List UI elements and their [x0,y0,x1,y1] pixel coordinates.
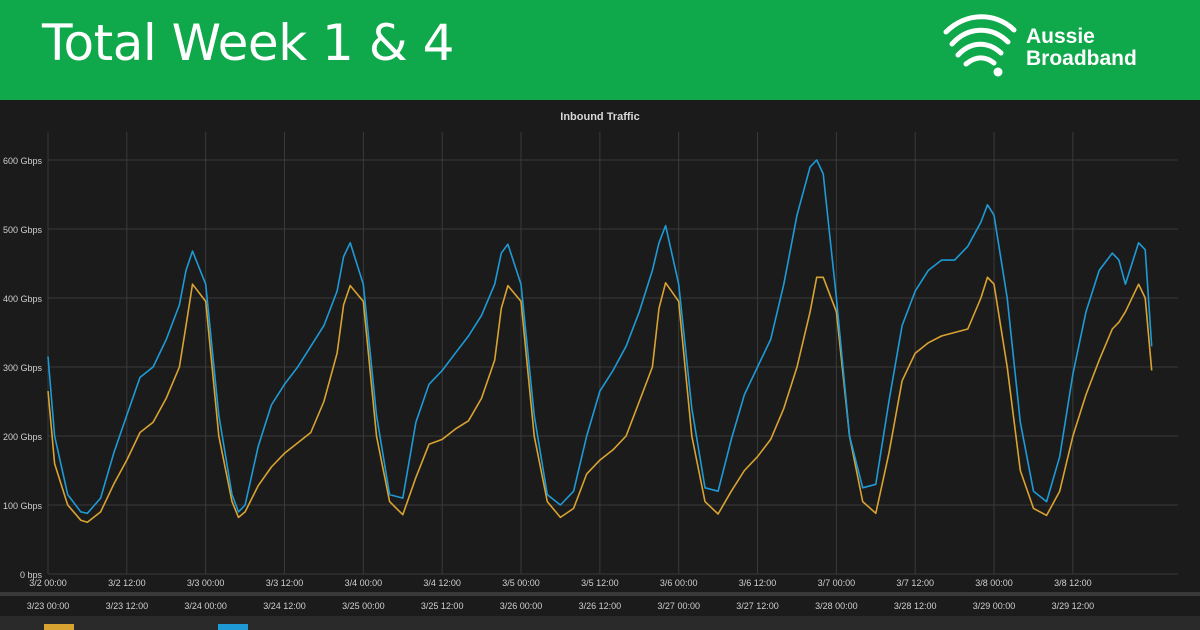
y-tick-label: 600 Gbps [3,156,43,166]
legend-swatch-week4 [218,624,248,630]
x-tick-label-secondary: 3/29 12:00 [1052,601,1095,611]
x-tick-label: 3/2 00:00 [29,578,67,588]
x-tick-label-secondary: 3/29 00:00 [973,601,1016,611]
x-tick-label: 3/4 00:00 [345,578,383,588]
x-tick-label-secondary: 3/23 00:00 [27,601,70,611]
y-tick-label: 100 Gbps [3,501,43,511]
x-tick-label: 3/7 12:00 [896,578,934,588]
x-tick-label-secondary: 3/25 00:00 [342,601,385,611]
y-tick-label: 300 Gbps [3,363,43,373]
wifi-signal-icon [943,14,1017,77]
x-tick-label: 3/7 00:00 [818,578,856,588]
legend-strip [0,616,1200,630]
series [47,159,1153,524]
x-tick-label: 3/6 00:00 [660,578,698,588]
x-tick-label: 3/5 12:00 [581,578,619,588]
chart-title: Inbound Traffic [560,111,639,123]
brand-logo: Aussie Broadband [938,10,1178,80]
x-tick-label-secondary: 3/28 12:00 [894,601,937,611]
x-tick-label-secondary: 3/24 00:00 [184,601,227,611]
x-tick-label: 3/4 12:00 [423,578,461,588]
x-tick-label: 3/8 00:00 [975,578,1013,588]
grid [47,132,1178,575]
banner: Total Week 1 & 4 Aussie Broadband [0,0,1200,100]
brand-name-line2: Broadband [1026,47,1137,70]
x-tick-label: 3/5 00:00 [502,578,540,588]
x-tick-label-secondary: 3/26 00:00 [500,601,543,611]
x-axis-ticks: 3/2 00:00 3/2 12:00 3/3 00:00 3/3 12:00 3/4 … [29,578,1091,588]
x-tick-label-secondary: 3/26 12:00 [579,601,622,611]
brand-name-line1: Aussie [1026,25,1095,48]
y-tick-label: 500 Gbps [3,225,43,235]
chart-panel: Inbound Traffic 0 bps 100 Gbps 200 Gbps 300… [0,100,1200,592]
x-axis-ticks-secondary: 3/23 00:00 3/23 12:00 3/24 00:00 3/24 12:00… [27,601,1095,611]
inbound-traffic-chart: Inbound Traffic 0 bps 100 Gbps 200 Gbps 300… [3,111,1178,588]
legend-swatch-week1 [44,624,74,630]
x-tick-label: 3/2 12:00 [108,578,146,588]
x-tick-label-secondary: 3/23 12:00 [106,601,149,611]
x-tick-label-secondary: 3/27 00:00 [657,601,700,611]
y-axis-ticks: 0 bps 100 Gbps 200 Gbps 300 Gbps 400 Gbps 500… [3,156,43,580]
x-tick-label-secondary: 3/25 12:00 [421,601,464,611]
x-tick-label-secondary: 3/27 12:00 [736,601,779,611]
y-tick-label: 0 bps [20,570,43,580]
axis-divider [0,592,1200,596]
x-tick-label: 3/3 12:00 [266,578,304,588]
y-tick-label: 200 Gbps [3,432,43,442]
x-tick-label-secondary: 3/28 00:00 [815,601,858,611]
x-tick-label: 3/8 12:00 [1054,578,1092,588]
y-tick-label: 400 Gbps [3,294,43,304]
x-tick-label: 3/6 12:00 [739,578,777,588]
series-line-1 [47,159,1153,515]
series-line-0 [47,276,1153,524]
x-tick-label: 3/3 00:00 [187,578,225,588]
page-title: Total Week 1 & 4 [42,14,454,72]
x-tick-label-secondary: 3/24 12:00 [263,601,306,611]
